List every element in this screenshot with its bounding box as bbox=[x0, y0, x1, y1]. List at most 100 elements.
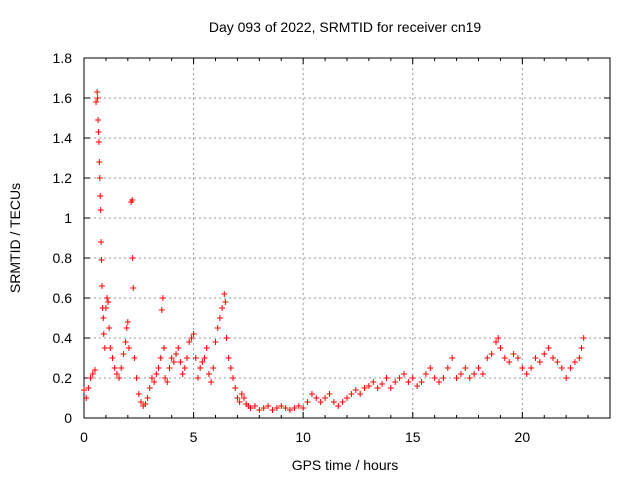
y-tick-label: 1.2 bbox=[53, 170, 73, 186]
data-point bbox=[528, 365, 535, 371]
y-tick-label: 1.8 bbox=[53, 50, 73, 66]
data-point bbox=[365, 383, 372, 389]
data-point bbox=[519, 365, 526, 371]
plot-frame bbox=[83, 57, 611, 419]
data-point bbox=[173, 351, 180, 357]
data-point bbox=[357, 391, 364, 397]
data-point bbox=[219, 305, 226, 311]
data-point bbox=[129, 255, 136, 261]
data-point bbox=[212, 339, 219, 345]
data-point bbox=[554, 359, 561, 365]
data-point bbox=[580, 335, 587, 341]
data-point bbox=[120, 351, 127, 357]
data-point bbox=[164, 379, 171, 385]
data-point bbox=[131, 355, 138, 361]
data-point bbox=[94, 95, 101, 101]
data-point bbox=[405, 379, 412, 385]
data-point bbox=[234, 395, 241, 401]
data-point bbox=[118, 365, 125, 371]
data-point bbox=[125, 345, 132, 351]
data-point bbox=[151, 379, 158, 385]
data-point bbox=[497, 345, 504, 351]
data-point bbox=[199, 359, 206, 365]
data-point bbox=[344, 395, 350, 401]
data-point bbox=[240, 395, 247, 401]
data-point bbox=[170, 359, 177, 365]
data-point bbox=[111, 365, 118, 371]
data-point bbox=[113, 371, 120, 377]
y-tick-label: 0.4 bbox=[53, 330, 73, 346]
data-point bbox=[186, 339, 193, 345]
data-point bbox=[190, 331, 197, 337]
data-point bbox=[317, 399, 324, 405]
data-point bbox=[157, 355, 164, 361]
x-axis-label: GPS time / hours bbox=[292, 457, 399, 473]
data-point bbox=[130, 285, 137, 291]
data-point bbox=[205, 371, 212, 377]
data-point bbox=[97, 193, 104, 199]
data-point bbox=[93, 99, 100, 105]
data-point bbox=[484, 355, 491, 361]
data-point bbox=[449, 355, 456, 361]
data-point bbox=[361, 385, 368, 391]
y-tick-label: 0.8 bbox=[53, 250, 73, 266]
data-point bbox=[98, 239, 105, 245]
data-point bbox=[98, 283, 105, 289]
data-point bbox=[87, 375, 94, 381]
data-point bbox=[91, 367, 98, 373]
data-point bbox=[506, 359, 513, 365]
data-point bbox=[102, 305, 109, 311]
data-point bbox=[177, 359, 184, 365]
data-point bbox=[387, 385, 394, 391]
data-point bbox=[532, 355, 539, 361]
data-point bbox=[222, 299, 229, 305]
data-point bbox=[291, 405, 298, 411]
data-point bbox=[576, 355, 583, 361]
data-point bbox=[510, 351, 517, 357]
data-point bbox=[308, 391, 315, 397]
data-point bbox=[436, 379, 443, 385]
data-point bbox=[567, 365, 574, 371]
data-point bbox=[95, 117, 102, 123]
x-tick-label: 0 bbox=[80, 429, 88, 445]
data-point bbox=[105, 299, 112, 305]
data-point bbox=[203, 345, 210, 351]
data-point bbox=[545, 345, 552, 351]
data-point bbox=[295, 403, 302, 409]
data-point bbox=[260, 405, 267, 411]
x-tick-label: 20 bbox=[515, 429, 531, 445]
data-point bbox=[144, 395, 151, 401]
data-point bbox=[374, 385, 381, 391]
data-point bbox=[479, 371, 486, 377]
data-point bbox=[348, 391, 355, 397]
data-point bbox=[232, 385, 239, 391]
data-point bbox=[179, 371, 186, 377]
data-point bbox=[571, 359, 578, 365]
data-point bbox=[162, 375, 169, 381]
data-point bbox=[208, 379, 215, 385]
y-tick-label: 0.2 bbox=[53, 370, 73, 386]
data-point bbox=[197, 365, 204, 371]
y-tick-label: 1.4 bbox=[53, 130, 73, 146]
data-point bbox=[98, 257, 105, 263]
data-point bbox=[85, 385, 92, 391]
data-point bbox=[335, 403, 342, 409]
data-point bbox=[100, 331, 107, 337]
data-point bbox=[158, 307, 165, 313]
data-point bbox=[188, 335, 195, 341]
data-point bbox=[129, 197, 136, 203]
data-point bbox=[370, 379, 377, 385]
data-point bbox=[558, 365, 565, 371]
data-point bbox=[462, 365, 469, 371]
data-point bbox=[153, 371, 160, 377]
data-point bbox=[168, 355, 175, 361]
data-point bbox=[181, 365, 188, 371]
grid-lines bbox=[84, 58, 610, 418]
data-point bbox=[160, 345, 167, 351]
data-point bbox=[265, 403, 272, 409]
data-point bbox=[216, 315, 223, 321]
data-point bbox=[159, 295, 166, 301]
data-point bbox=[184, 355, 191, 361]
data-point bbox=[251, 403, 258, 409]
y-tick-label: 0 bbox=[64, 410, 72, 426]
